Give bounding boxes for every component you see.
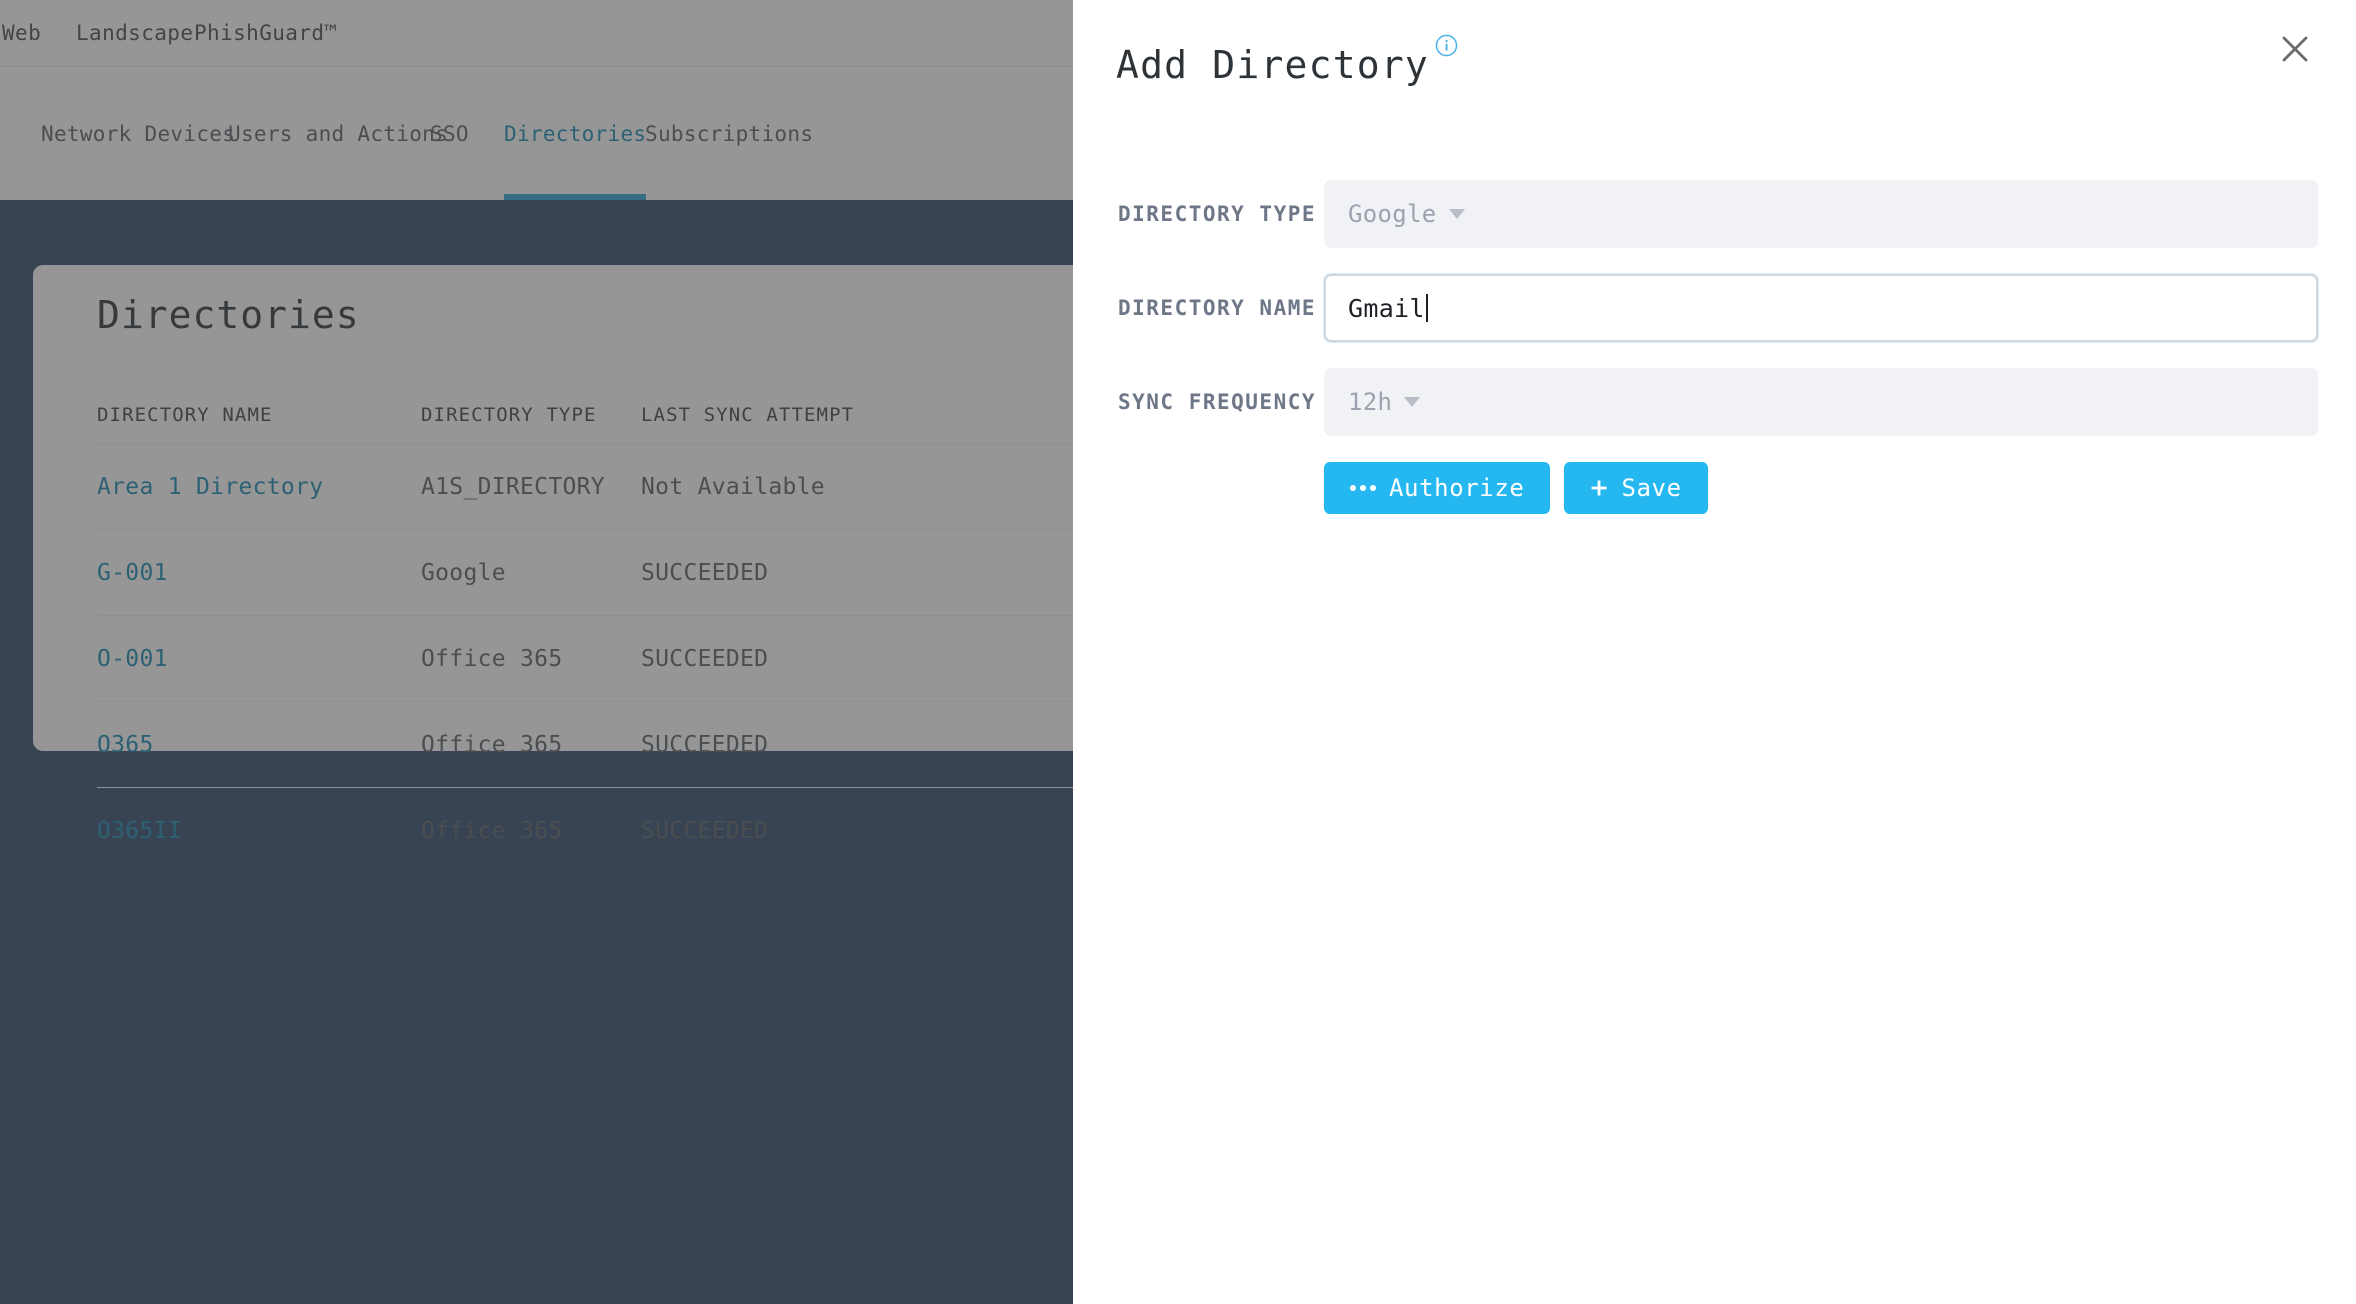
chevron-down-icon: [1404, 397, 1421, 407]
sync-frequency-label: SYNC FREQUENCY: [1118, 390, 1317, 414]
authorize-button[interactable]: Authorize: [1324, 462, 1551, 514]
add-directory-form: DIRECTORY TYPE Google DIRECTORY NAME Gma…: [1073, 180, 2356, 514]
directory-name-label: DIRECTORY NAME: [1118, 296, 1317, 320]
save-button[interactable]: Save: [1564, 462, 1708, 514]
directory-type-select[interactable]: Google: [1324, 180, 2318, 248]
modal-title: Add Directory: [1116, 43, 1430, 87]
sync-frequency-field: 12h: [1324, 368, 2318, 436]
plus-icon: [1590, 479, 1608, 497]
directory-name-input[interactable]: Gmail: [1324, 274, 2318, 342]
directory-name-field: Gmail: [1324, 274, 2318, 342]
form-row-sync-frequency: SYNC FREQUENCY 12h: [1073, 368, 2356, 436]
text-cursor: [1425, 294, 1428, 322]
save-button-label: Save: [1621, 474, 1682, 502]
modal-title-group: Add Directory: [1116, 34, 1458, 87]
ellipsis-icon: [1350, 485, 1376, 491]
modal-action-buttons: Authorize Save: [1073, 462, 2356, 514]
directory-type-label: DIRECTORY TYPE: [1118, 202, 1317, 226]
modal-header: Add Directory: [1073, 0, 2356, 118]
directory-type-selected-value: Google: [1348, 200, 1437, 228]
sync-frequency-selected-value: 12h: [1348, 388, 1393, 416]
directory-name-input-value: Gmail: [1348, 293, 1425, 323]
add-directory-modal: Add Directory DIRECTORY TYPE Google: [1073, 0, 2356, 1304]
sync-frequency-select[interactable]: 12h: [1324, 368, 2318, 436]
chevron-down-icon: [1448, 209, 1465, 219]
authorize-button-label: Authorize: [1389, 474, 1525, 502]
directory-type-field: Google: [1324, 180, 2318, 248]
info-circle-icon[interactable]: [1435, 34, 1458, 57]
form-row-directory-type: DIRECTORY TYPE Google: [1073, 180, 2356, 248]
form-row-directory-name: DIRECTORY NAME Gmail: [1073, 274, 2356, 342]
close-icon[interactable]: [2278, 32, 2312, 66]
